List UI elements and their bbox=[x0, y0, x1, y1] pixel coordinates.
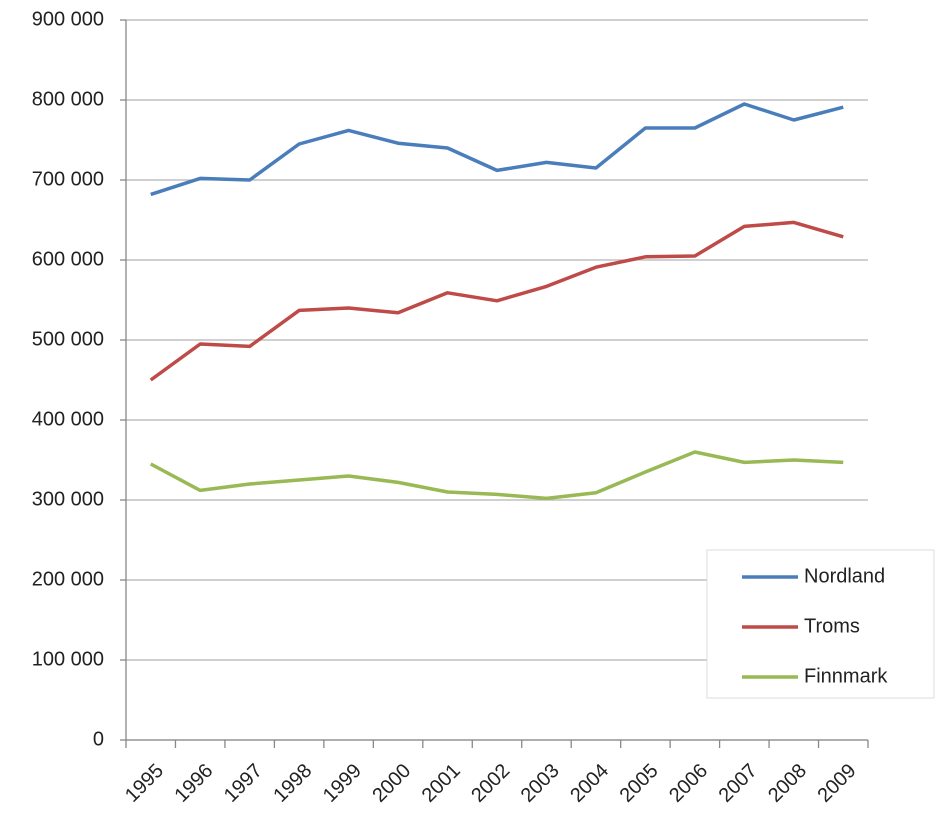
x-tick-label: 2009 bbox=[814, 760, 861, 807]
x-tick-label: 2003 bbox=[517, 760, 564, 807]
x-tick-label: 1995 bbox=[121, 760, 168, 807]
y-tick-label: 400 000 bbox=[32, 408, 104, 430]
x-tick-label: 2004 bbox=[566, 760, 613, 807]
x-tick-label: 2002 bbox=[467, 760, 514, 807]
x-tick-label: 2008 bbox=[764, 760, 811, 807]
y-tick-label: 600 000 bbox=[32, 248, 104, 270]
legend-box bbox=[706, 549, 935, 699]
legend: Nordland Troms Finnmark bbox=[706, 549, 935, 699]
legend-label: Nordland bbox=[804, 565, 885, 587]
y-tick-label: 200 000 bbox=[32, 568, 104, 590]
series-line bbox=[149, 220, 844, 382]
y-tick-label: 300 000 bbox=[32, 488, 104, 510]
y-tick-label: 700 000 bbox=[32, 168, 104, 190]
x-tick-label: 1996 bbox=[170, 760, 217, 807]
x-tick-label: 2000 bbox=[368, 760, 415, 807]
x-tick-label: 1998 bbox=[269, 760, 316, 807]
x-tick-label: 1997 bbox=[220, 760, 267, 807]
x-tick-label: 2007 bbox=[715, 760, 762, 807]
y-tick-label: 0 bbox=[93, 728, 104, 750]
series-line bbox=[150, 102, 844, 197]
x-tick-label: 1999 bbox=[319, 760, 366, 807]
y-tick-label: 100 000 bbox=[32, 648, 104, 670]
y-tick-label: 900 000 bbox=[32, 8, 104, 30]
y-tick-label: 500 000 bbox=[32, 328, 104, 350]
y-tick-label: 800 000 bbox=[32, 88, 104, 110]
series-line bbox=[149, 450, 844, 501]
legend-label: Finnmark bbox=[804, 665, 888, 687]
x-tick-label: 2006 bbox=[665, 760, 712, 807]
x-tick-label: 2005 bbox=[616, 760, 663, 807]
x-tick-label: 2001 bbox=[418, 760, 465, 807]
legend-label: Troms bbox=[804, 615, 860, 637]
